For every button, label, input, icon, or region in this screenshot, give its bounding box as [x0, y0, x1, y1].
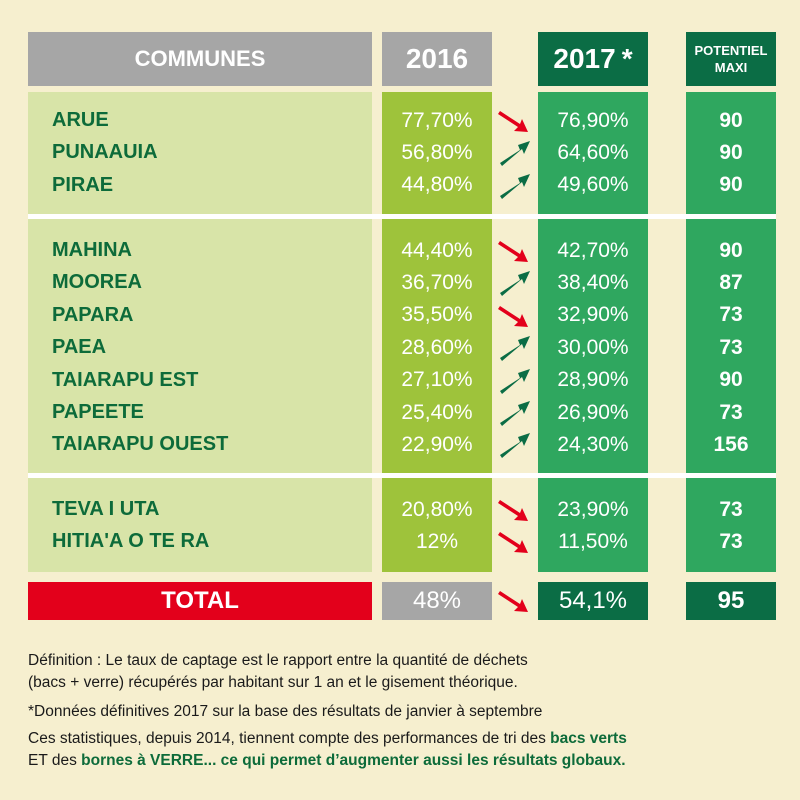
- value-2016: 44,80%: [401, 173, 473, 197]
- header-communes-label: COMMUNES: [134, 46, 266, 71]
- value-potentiel: 90: [719, 173, 743, 197]
- value-2017: 49,60%: [557, 173, 629, 197]
- value-potentiel: 90: [719, 140, 743, 164]
- header-2017-asterisk: *: [621, 43, 633, 74]
- commune-name: ARUE: [52, 109, 109, 131]
- definition-line-2: (bacs + verre) récupérés par habitant su…: [28, 674, 518, 691]
- value-potentiel: 73: [719, 303, 743, 327]
- trend-arrow-up-icon: [500, 433, 530, 459]
- trend-arrow-up-icon: [500, 401, 530, 426]
- value-2017: 64,60%: [557, 140, 629, 164]
- value-2017: 26,90%: [557, 400, 629, 424]
- definition-note: Définition : Le taux de captage est le r…: [28, 650, 788, 694]
- total-2016-cell: 48%: [382, 582, 492, 620]
- value-potentiel: 73: [719, 400, 743, 424]
- trend-arrow-up-icon: [500, 368, 530, 394]
- value-2016: 12%: [415, 529, 459, 553]
- header-potentiel-line2: MAXI: [714, 60, 748, 75]
- trend-arrow-down-icon: [498, 532, 528, 554]
- value-2017: 30,00%: [557, 335, 629, 359]
- stats-bold-bacs-verts: bacs verts: [550, 730, 627, 747]
- value-2016: 25,40%: [401, 400, 473, 424]
- total-2016-value: 48%: [412, 587, 462, 614]
- value-2017: 38,40%: [557, 270, 629, 294]
- definition-line-1: Définition : Le taux de captage est le r…: [28, 652, 528, 669]
- total-potentiel-cell: 95: [686, 582, 776, 620]
- total-label: TOTAL: [161, 587, 239, 614]
- value-2017: 32,90%: [557, 303, 629, 327]
- commune-name: MOOREA: [52, 271, 142, 294]
- value-2016: 27,10%: [401, 368, 473, 392]
- col-potentiel-bg: [686, 92, 776, 572]
- value-2017: 23,90%: [557, 497, 629, 521]
- trend-arrow-up-icon: [500, 173, 530, 199]
- value-2017: 24,30%: [557, 432, 629, 456]
- header-2017: 2017 *: [538, 32, 648, 86]
- value-potentiel: 73: [719, 529, 743, 553]
- trend-arrow-down-icon: [498, 305, 528, 327]
- group-separator-2: [28, 473, 776, 478]
- commune-name: HITIA'A O TE RA: [52, 530, 210, 553]
- value-potentiel: 87: [719, 270, 743, 294]
- trend-arrow-up-icon: [500, 336, 530, 362]
- value-2017: 76,90%: [557, 108, 629, 132]
- stats-note: Ces statistiques, depuis 2014, tiennent …: [28, 728, 788, 772]
- value-potentiel: 90: [719, 368, 743, 392]
- value-2017: 11,50%: [558, 529, 628, 553]
- commune-name: PAPARA: [52, 303, 134, 326]
- total-2017-value: 54,1%: [558, 587, 628, 614]
- commune-name: TEVA I UTA: [52, 498, 160, 520]
- total-potentiel-value: 95: [717, 587, 745, 614]
- communes-column-bg: [28, 92, 372, 572]
- value-2016: 77,70%: [401, 108, 473, 132]
- group-separator-1: [28, 214, 776, 219]
- total-trend-arrow-down: [498, 591, 528, 612]
- value-2016: 22,90%: [401, 432, 473, 456]
- header-communes: COMMUNES: [28, 32, 372, 86]
- value-2016: 20,80%: [401, 497, 473, 521]
- value-2016: 28,60%: [401, 335, 473, 359]
- total-label-cell: TOTAL: [28, 582, 372, 620]
- total-2017-cell: 54,1%: [538, 582, 648, 620]
- trend-arrow-down-icon: [498, 241, 528, 262]
- value-potentiel: 90: [719, 108, 743, 132]
- stats-text-1: Ces statistiques, depuis 2014, tiennent …: [28, 730, 551, 747]
- asterisk-note-text: *Données définitives 2017 sur la base de…: [28, 703, 543, 720]
- stats-bold-bornes-verre: bornes à VERRE... ce qui permet d’augmen…: [81, 752, 626, 769]
- commune-name: PAEA: [52, 336, 107, 359]
- stats-text-2: ET des: [28, 752, 82, 769]
- value-potentiel: 73: [719, 497, 743, 521]
- value-2016: 36,70%: [401, 270, 473, 294]
- value-2016: 44,40%: [401, 238, 473, 262]
- commune-name: PUNAAUIA: [52, 141, 158, 164]
- trend-arrow-up-icon: [500, 141, 530, 167]
- header-2016-label: 2016: [405, 43, 469, 74]
- commune-name: PAPEETE: [52, 401, 144, 423]
- value-2016: 56,80%: [401, 140, 473, 164]
- header-potentiel: POTENTIEL MAXI: [686, 32, 776, 86]
- asterisk-note: *Données définitives 2017 sur la base de…: [28, 701, 788, 723]
- header-2016: 2016: [382, 32, 492, 86]
- value-potentiel: 90: [719, 238, 743, 262]
- header-2017-label: 2017: [553, 43, 616, 74]
- value-2017: 28,90%: [557, 368, 629, 392]
- col-2017-bg: [538, 92, 648, 572]
- commune-name: PIRAE: [52, 173, 114, 196]
- commune-name: TAIARAPU OUEST: [52, 433, 229, 456]
- trend-arrow-up-icon: [500, 271, 530, 297]
- value-potentiel: 73: [719, 335, 743, 359]
- header-potentiel-line1: POTENTIEL: [694, 43, 768, 58]
- commune-name: MAHINA: [52, 239, 132, 261]
- trend-arrow-down-icon: [498, 500, 528, 521]
- trend-arrow-down-icon: [498, 111, 528, 132]
- value-2016: 35,50%: [401, 303, 473, 327]
- col-2016-bg: [382, 92, 492, 572]
- value-2017: 42,70%: [557, 238, 629, 262]
- value-potentiel: 156: [713, 432, 749, 456]
- commune-name: TAIARAPU EST: [52, 368, 199, 391]
